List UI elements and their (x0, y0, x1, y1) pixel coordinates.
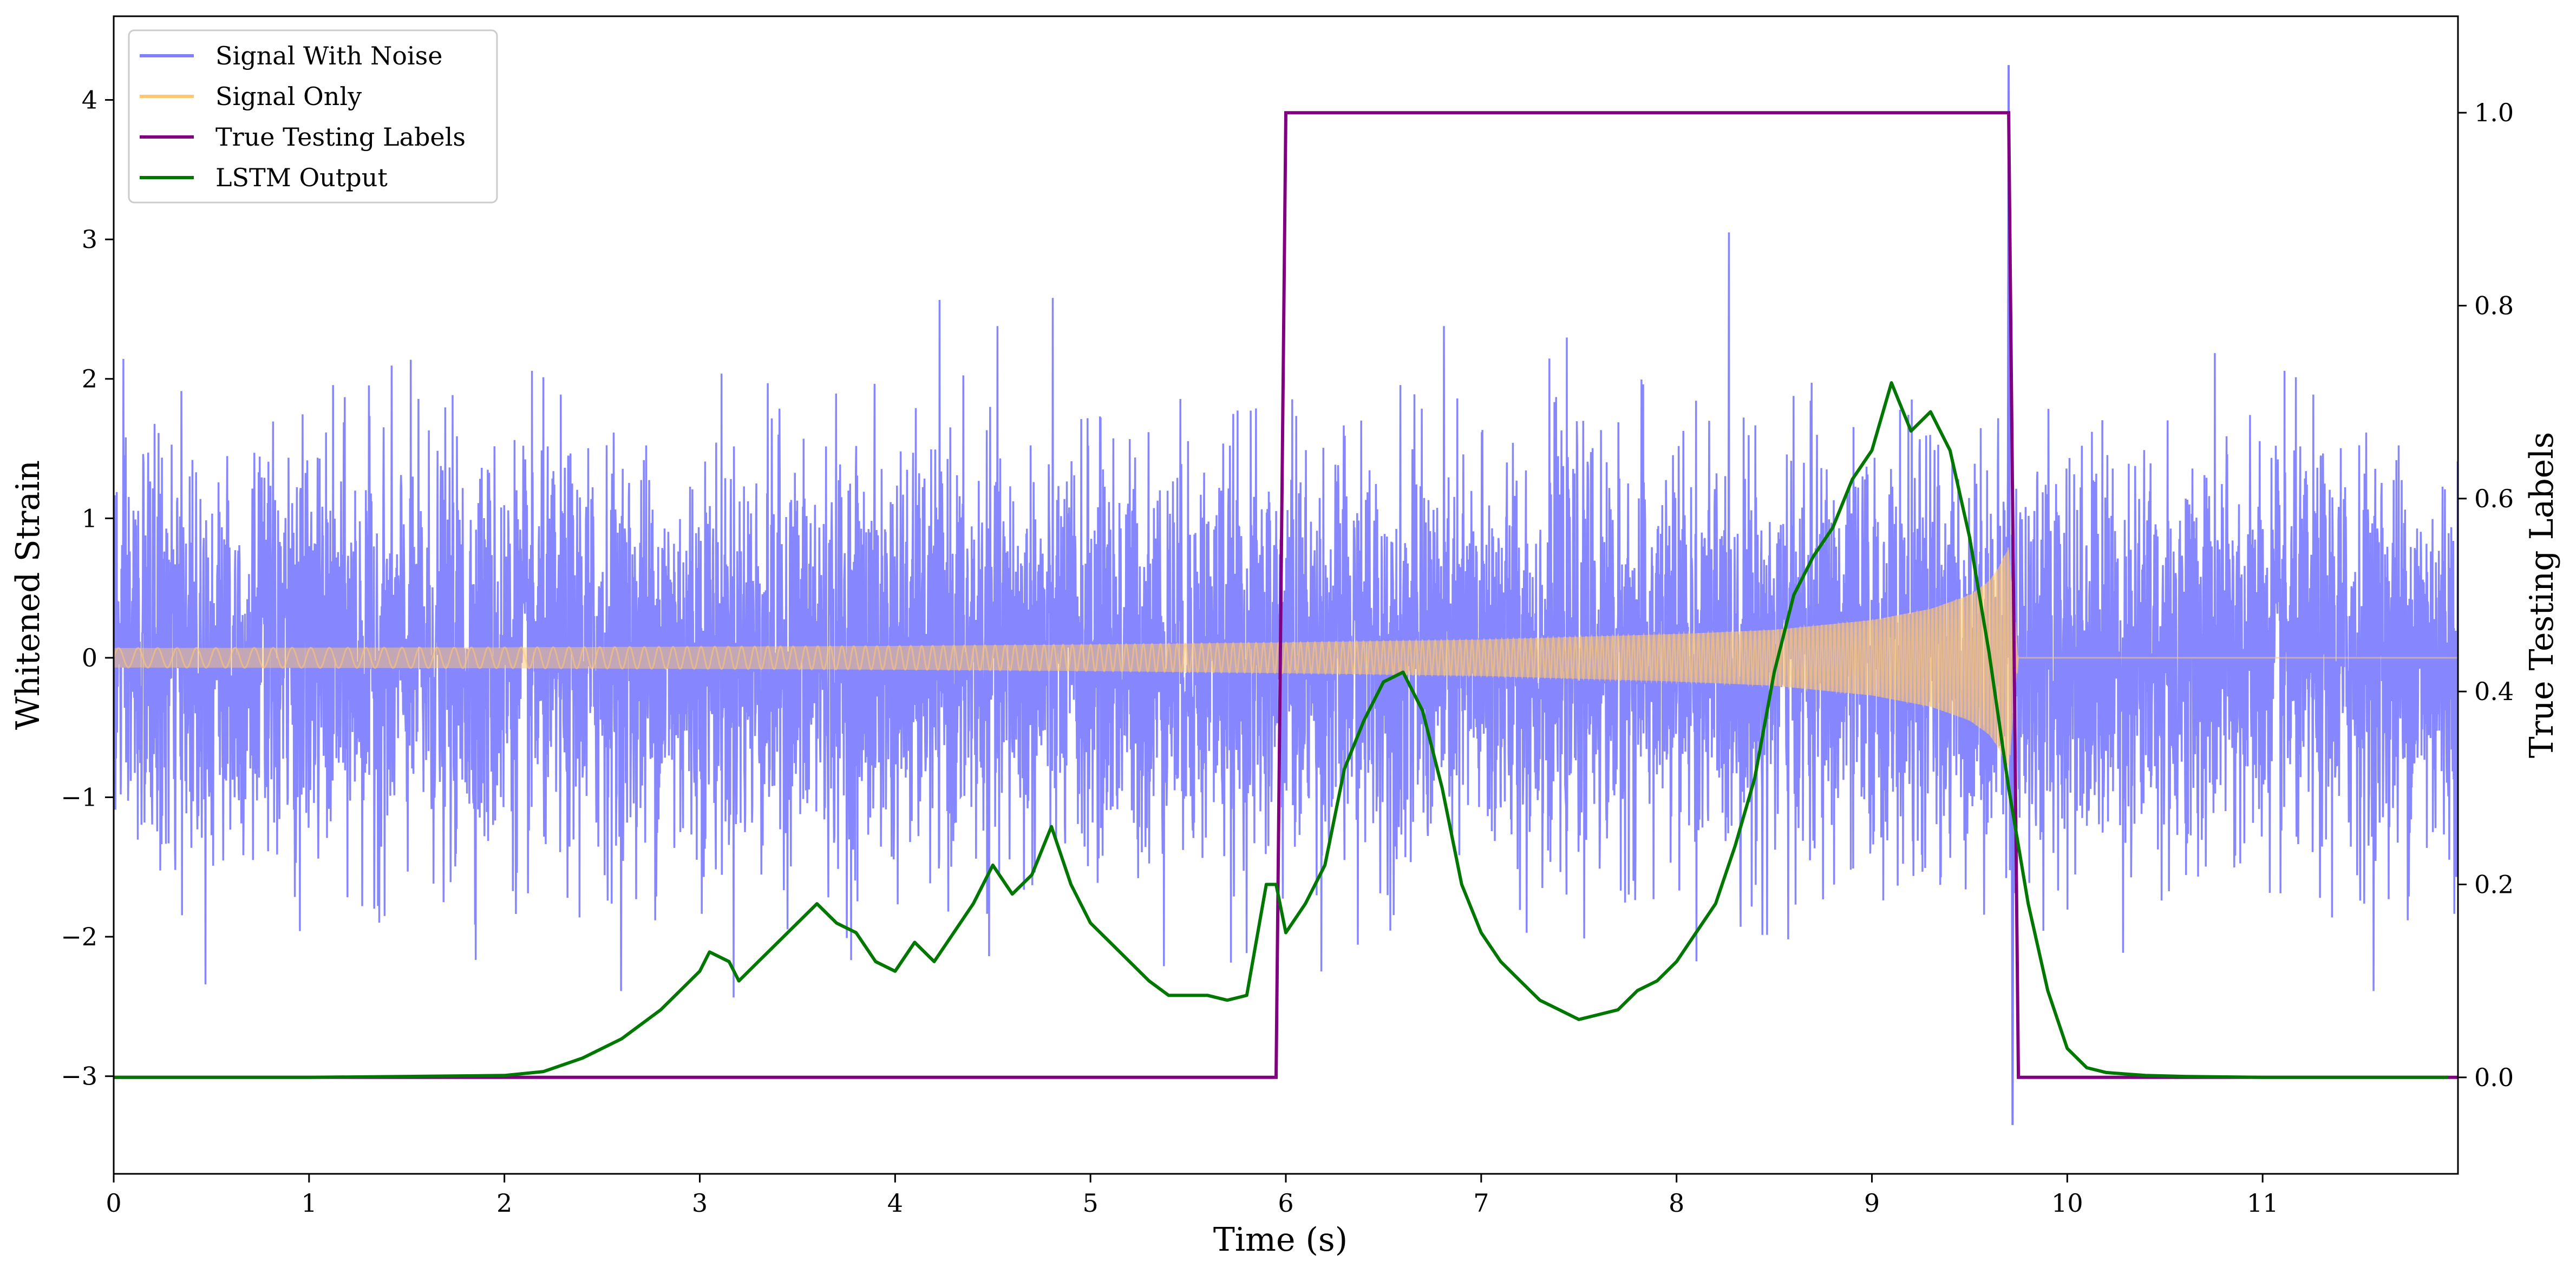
y2-tick-label: 0.0 (2474, 1063, 2514, 1092)
y2-tick-label: 0.8 (2474, 291, 2514, 321)
y-tick-label: −3 (61, 1062, 97, 1091)
x-tick-label: 2 (496, 1188, 512, 1218)
y-tick-label: 1 (82, 504, 97, 533)
y-tick-label: 0 (82, 643, 97, 672)
x-tick-label: 4 (887, 1188, 903, 1218)
x-tick-label: 5 (1083, 1188, 1099, 1218)
x-tick-label: 8 (1669, 1188, 1684, 1218)
x-tick-label: 6 (1278, 1188, 1293, 1218)
x-tick-label: 11 (2247, 1188, 2279, 1218)
legend: Signal With Noise Signal Only True Testing… (128, 29, 498, 204)
y-tick-label: 3 (82, 225, 97, 254)
true-testing-labels-series (114, 111, 2458, 1079)
x-tick-label: 7 (1473, 1188, 1489, 1218)
x-tick-label: 3 (692, 1188, 708, 1218)
x-tick-label: 1 (301, 1188, 317, 1218)
y-axis-left: −3 −2 −1 0 1 2 3 4 (61, 86, 114, 1091)
y-axis-label: Whitened Strain (9, 460, 47, 730)
x-axis-label: Time (s) (1213, 1221, 1348, 1259)
lstm-output-line (114, 381, 2448, 1079)
x-axis: 0 1 2 3 4 5 6 7 8 9 10 11 (106, 1174, 2278, 1218)
y-tick-label: 4 (82, 86, 97, 115)
signal-with-noise-max-spike (2006, 65, 2011, 658)
lstm-output-series (114, 381, 2448, 1079)
x-tick-label: 9 (1864, 1188, 1880, 1218)
y2-tick-label: 0.6 (2474, 484, 2514, 513)
y2-tick-label: 1.0 (2474, 98, 2514, 127)
x-tick-label: 0 (106, 1188, 121, 1218)
signal-with-noise-line (114, 232, 2458, 998)
legend-label: Signal Only (215, 82, 362, 111)
y2-tick-label: 0.2 (2474, 870, 2514, 899)
legend-label: Signal With Noise (215, 41, 442, 70)
legend-box (128, 29, 498, 204)
x-tick-label: 10 (2051, 1188, 2083, 1218)
signal-only-envelope (114, 549, 2019, 767)
true-testing-labels-line (114, 111, 2458, 1079)
y-tick-label: −1 (61, 783, 97, 812)
y-tick-label: 2 (82, 364, 97, 394)
signal-only-series (114, 547, 2458, 767)
y2-axis-label: True Testing Labels (2523, 432, 2561, 759)
legend-label: LSTM Output (215, 163, 388, 192)
y-axis-right: 0.0 0.2 0.4 0.6 0.8 1.0 (2458, 98, 2514, 1092)
y2-tick-label: 0.4 (2474, 677, 2514, 706)
legend-label: True Testing Labels (215, 122, 466, 152)
y-tick-label: −2 (61, 922, 97, 951)
